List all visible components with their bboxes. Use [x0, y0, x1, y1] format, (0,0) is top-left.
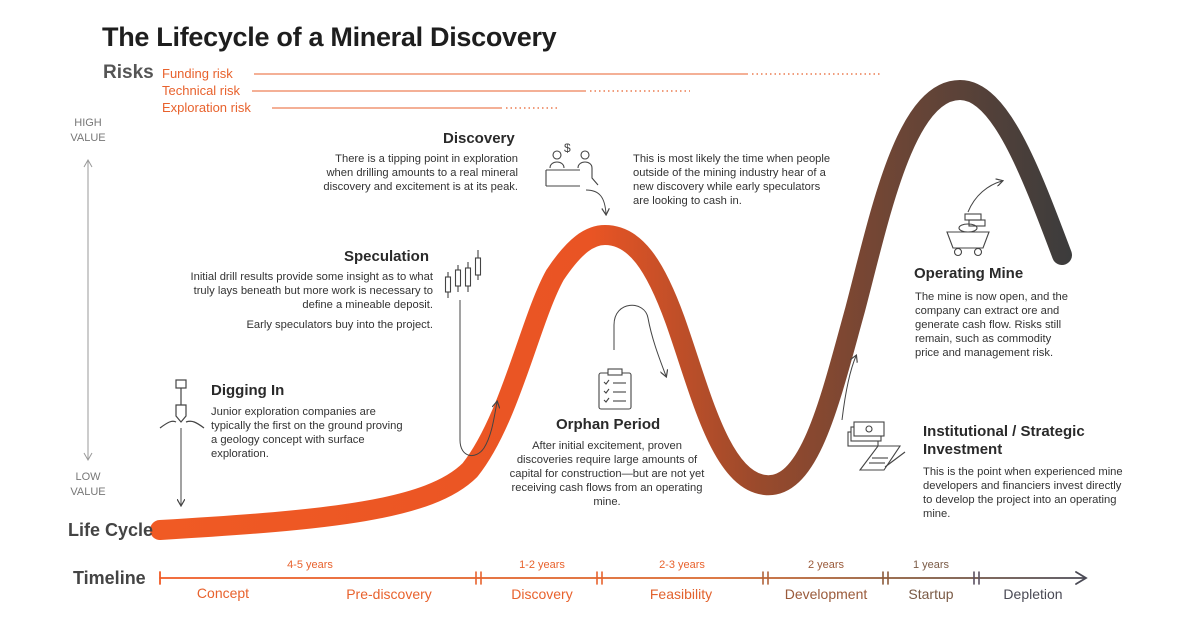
orphan-arrow — [613, 304, 666, 376]
duration-feasibility: 2-3 years — [659, 559, 705, 571]
svg-text:$: $ — [564, 141, 571, 155]
orphan-period-heading: Orphan Period — [556, 416, 661, 433]
speculation-text: Initial drill results provide some insig… — [190, 271, 433, 311]
institutional-arrow — [841, 356, 856, 421]
operating-mine-text: The mine is now open, and the company ca… — [915, 291, 1068, 359]
discovery-heading: Discovery — [443, 130, 515, 147]
phase-discovery: Discovery — [511, 586, 573, 602]
discovery-arrow — [585, 189, 606, 214]
phase-startup: Startup — [908, 586, 954, 602]
phase-depletion: Depletion — [1003, 586, 1063, 602]
mining-cart-icon — [946, 213, 990, 257]
duration-startup: 1 years — [912, 559, 950, 571]
institutional-heading: Institutional / Strategic Investment — [923, 423, 1085, 458]
phase-concept: Concept — [196, 585, 250, 601]
operating-arrow — [967, 181, 1002, 213]
clipboard-icon — [598, 368, 632, 410]
duration-development: 2 years — [807, 559, 845, 571]
risks-heading: Risks — [103, 62, 154, 83]
exploration-risk-label: Exploration risk — [162, 100, 251, 115]
page-title: The Lifecycle of a Mineral Discovery — [102, 22, 557, 52]
phase-pre-discovery: Pre-discovery — [346, 586, 432, 602]
traders-icon: $ — [545, 141, 599, 187]
life-cycle-label: Life Cycle — [68, 520, 154, 540]
technical-risk-label: Technical risk — [162, 83, 241, 98]
high-value-label: HIGH VALUE — [70, 117, 106, 144]
timeline-bar — [159, 571, 1088, 585]
shovel-icon — [159, 379, 205, 429]
discovery-text: There is a tipping point in exploration … — [323, 153, 518, 193]
digging-in-text: Junior exploration companies are typical… — [211, 406, 403, 460]
phase-development: Development — [784, 586, 868, 602]
duration-predisc: 4-5 years — [287, 559, 333, 571]
low-value-label: LOW VALUE — [70, 471, 106, 498]
institutional-text: This is the point when experienced mine … — [923, 466, 1123, 520]
value-axis-arrow — [83, 158, 93, 462]
candlestick-chart-icon — [444, 250, 482, 298]
duration-discovery: 1-2 years — [519, 559, 565, 571]
lifecycle-curve — [150, 79, 1072, 540]
phase-feasibility: Feasibility — [649, 586, 713, 602]
timeline-label: Timeline — [73, 568, 146, 588]
operating-mine-heading: Operating Mine — [914, 265, 1024, 282]
speculation-arrow — [459, 300, 497, 456]
money-documents-icon — [847, 421, 906, 471]
speculation-heading: Speculation — [344, 248, 430, 265]
digging-in-heading: Digging In — [211, 382, 285, 399]
discovery-side-text: This is most likely the time when people… — [633, 153, 831, 207]
speculation-text-2: Early speculators buy into the project. — [246, 319, 433, 331]
orphan-period-text: After initial excitement, proven discove… — [509, 440, 705, 508]
funding-risk-label: Funding risk — [162, 66, 233, 81]
